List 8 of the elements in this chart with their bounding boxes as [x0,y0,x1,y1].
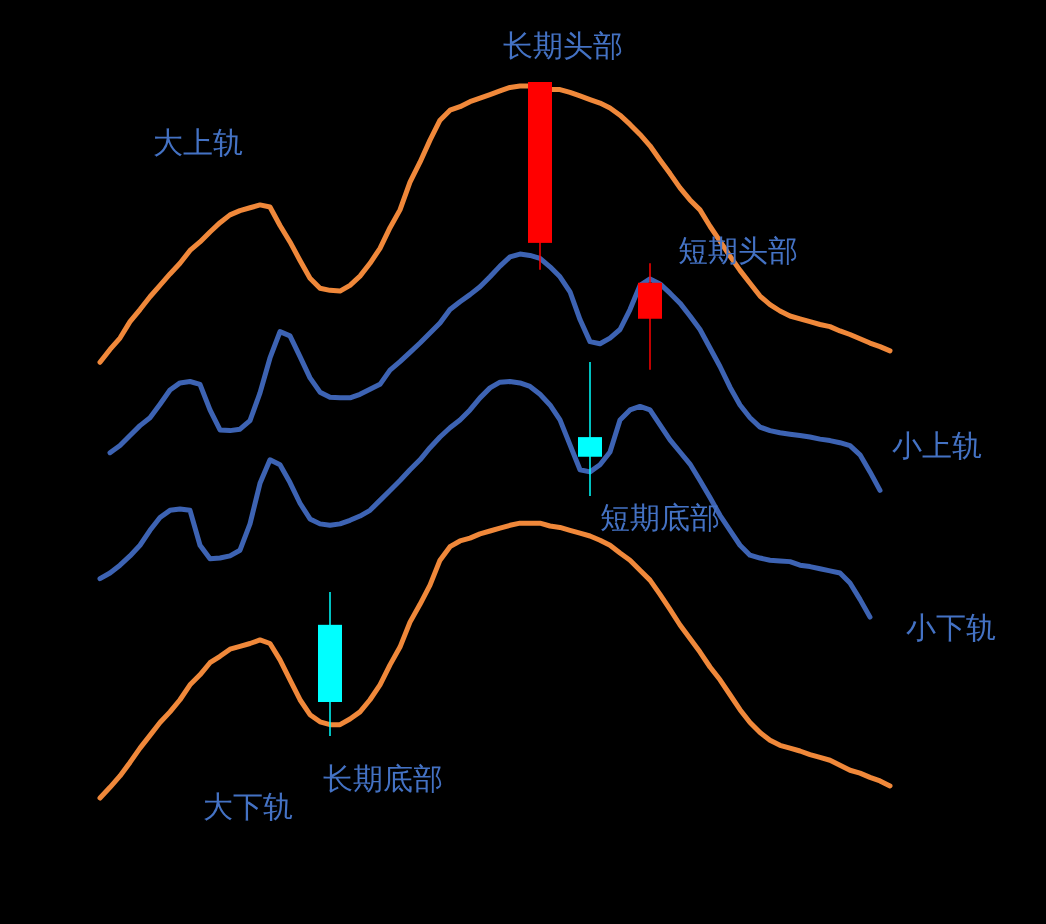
annotation: 长期底部 [323,760,443,796]
text: 大下轨 [203,788,293,824]
annotation: 短期底部 [600,499,720,535]
candlestick [578,361,602,497]
text: 长期头部 [503,27,623,63]
series-label: 小下轨 [906,609,996,645]
series-label: 大上轨 [153,125,243,161]
series-label: 小上轨 [892,427,982,463]
